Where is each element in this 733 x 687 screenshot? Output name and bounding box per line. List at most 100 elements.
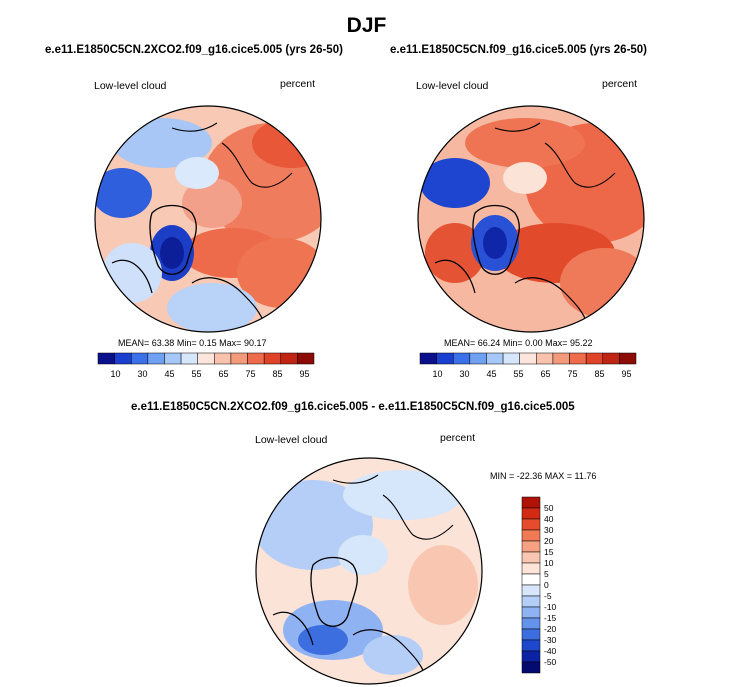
difference-colorbar-swatch bbox=[521, 540, 541, 553]
panel2-colorbar-tick-label: 45 bbox=[486, 369, 496, 379]
panel1-variable-label: Low-level cloud bbox=[94, 80, 167, 92]
panel1-colorbar-swatch bbox=[147, 352, 165, 365]
panel1-colorbar-swatch bbox=[214, 352, 232, 365]
panel1-stats: MEAN= 63.38 Min= 0.15 Max= 90.17 bbox=[118, 338, 266, 348]
difference-colorbar-swatch bbox=[521, 518, 541, 531]
panel1-colorbar-tick-label: 65 bbox=[218, 369, 228, 379]
panel2-colorbar-swatch bbox=[552, 352, 570, 365]
difference-colorbar-swatch bbox=[521, 584, 541, 597]
panel1-units-label: percent bbox=[280, 78, 316, 90]
panel1-min-label: Min= bbox=[176, 338, 197, 348]
panel2-colorbar-swatch bbox=[569, 352, 587, 365]
panel2-colorbar-tick-label: 10 bbox=[432, 369, 442, 379]
difference-colorbar-swatch bbox=[521, 639, 541, 652]
panel2-mean-value: 66.24 bbox=[477, 338, 501, 348]
panel1-colorbar-swatch bbox=[280, 352, 298, 365]
difference-colorbar-swatch bbox=[521, 529, 541, 542]
panel1-colorbar-tick-label: 30 bbox=[137, 369, 147, 379]
difference-colorbar-tick-label: -10 bbox=[544, 602, 557, 612]
panel2-colorbar-swatch bbox=[502, 352, 520, 365]
difference-colorbar-swatch bbox=[521, 562, 541, 575]
panel2-colorbar-swatch bbox=[486, 352, 504, 365]
panel1-colorbar-swatch bbox=[114, 352, 132, 365]
difference-colorbar-swatch bbox=[521, 496, 541, 509]
panel1-colorbar-swatch bbox=[164, 352, 182, 365]
panel1-colorbar-swatch bbox=[197, 352, 215, 365]
panel1-colorbar-swatch bbox=[247, 352, 265, 365]
panel2-colorbar-swatch bbox=[536, 352, 554, 365]
difference-polar-map bbox=[255, 457, 483, 685]
difference-colorbar-tick-label: 10 bbox=[544, 558, 554, 568]
panel2-colorbar-swatch bbox=[452, 352, 471, 365]
panel2-colorbar-swatch bbox=[469, 352, 487, 365]
panel1-colorbar-swatch bbox=[230, 352, 248, 365]
difference-colorbar-swatch bbox=[521, 573, 541, 586]
panel2-colorbar-swatch bbox=[436, 352, 454, 365]
panel2-colorbar-swatch bbox=[602, 352, 620, 365]
difference-colorbar-swatch bbox=[521, 551, 541, 564]
figure-title: DJF bbox=[346, 14, 387, 37]
panel2-polar-map bbox=[417, 105, 645, 333]
panel1-mean-label: MEAN= bbox=[118, 338, 150, 348]
difference-colorbar-swatch bbox=[521, 650, 541, 663]
difference-colorbar-tick-label: 15 bbox=[544, 547, 554, 557]
difference-colorbar-tick-label: 50 bbox=[544, 503, 554, 513]
difference-title: e.e11.E1850C5CN.2XCO2.f09_g16.cice5.005 … bbox=[131, 401, 575, 413]
panel1-min-value: 0.15 bbox=[199, 338, 217, 348]
panel1-max-value: 90.17 bbox=[243, 338, 267, 348]
panel2-case-title: e.e11.E1850C5CN.f09_g16.cice5.005 (yrs 2… bbox=[390, 44, 648, 56]
panel1-colorbar: 10 30 45 55 65 75 85 95 bbox=[97, 352, 315, 379]
panel1-case-title: e.e11.E1850C5CN.2XCO2.f09_g16.cice5.005 … bbox=[45, 44, 343, 56]
panel2-max-label: Max= bbox=[545, 338, 568, 348]
panel2-min-label: Min= bbox=[502, 338, 523, 348]
difference-colorbar-swatch bbox=[521, 606, 541, 619]
panel1-polar-map bbox=[94, 105, 322, 333]
panel1-colorbar-swatch bbox=[297, 352, 315, 365]
difference-colorbar-tick-label: -40 bbox=[544, 646, 557, 656]
panel1-mean-value: 63.38 bbox=[151, 338, 175, 348]
panel1-colorbar-tick-label: 85 bbox=[272, 369, 282, 379]
difference-colorbar-tick-label: 30 bbox=[544, 525, 554, 535]
panel2-colorbar-tick-label: 95 bbox=[621, 369, 631, 379]
panel1-colorbar-tick-label: 95 bbox=[299, 369, 309, 379]
panel1-colorbar-tick-label: 75 bbox=[245, 369, 255, 379]
panel2-variable-label: Low-level cloud bbox=[416, 80, 489, 92]
panel2-mean-label: MEAN= bbox=[444, 338, 476, 348]
panel2-colorbar-tick-label: 65 bbox=[540, 369, 550, 379]
difference-colorbar-tick-label: -20 bbox=[544, 624, 557, 634]
panel2-max-value: 95.22 bbox=[569, 338, 593, 348]
difference-colorbar-tick-label: 40 bbox=[544, 514, 554, 524]
difference-colorbar-tick-label: -15 bbox=[544, 613, 557, 623]
panel2-colorbar-swatch bbox=[419, 352, 437, 365]
difference-colorbar-swatch bbox=[521, 617, 541, 630]
difference-colorbar-swatch bbox=[521, 661, 541, 674]
panel2-colorbar-tick-label: 85 bbox=[594, 369, 604, 379]
difference-colorbar-tick-label: -30 bbox=[544, 635, 557, 645]
difference-colorbar-tick-label: -5 bbox=[544, 591, 552, 601]
difference-colorbar-tick-label: 5 bbox=[544, 569, 549, 579]
difference-variable-label: Low-level cloud bbox=[255, 434, 328, 446]
difference-colorbar-tick-label: 0 bbox=[544, 580, 549, 590]
difference-colorbar-tick-label: -50 bbox=[544, 657, 557, 667]
panel2-colorbar-tick-label: 30 bbox=[459, 369, 469, 379]
panel2-colorbar-swatch bbox=[585, 352, 604, 365]
panel1-colorbar-tick-label: 10 bbox=[110, 369, 120, 379]
difference-colorbar-swatch bbox=[521, 595, 541, 608]
panel1-colorbar-swatch bbox=[263, 352, 282, 365]
panel2-min-value: 0.00 bbox=[525, 338, 543, 348]
panel1-colorbar-tick-label: 45 bbox=[164, 369, 174, 379]
difference-colorbar-tick-label: 20 bbox=[544, 536, 554, 546]
panel2-colorbar-tick-label: 55 bbox=[513, 369, 523, 379]
panel2-colorbar-swatch bbox=[519, 352, 537, 365]
panel2-colorbar-swatch bbox=[619, 352, 637, 365]
panel1-max-label: Max= bbox=[219, 338, 242, 348]
difference-units-label: percent bbox=[440, 432, 476, 444]
panel2-units-label: percent bbox=[602, 78, 638, 90]
panel2-stats: MEAN= 66.24 Min= 0.00 Max= 95.22 bbox=[444, 338, 592, 348]
panel1-colorbar-tick-label: 55 bbox=[191, 369, 201, 379]
panel1-colorbar-swatch bbox=[130, 352, 149, 365]
difference-colorbar-swatch bbox=[521, 628, 541, 641]
panel1-colorbar-swatch bbox=[180, 352, 198, 365]
difference-minmax: MIN = -22.36 MAX = 11.76 bbox=[490, 471, 597, 481]
